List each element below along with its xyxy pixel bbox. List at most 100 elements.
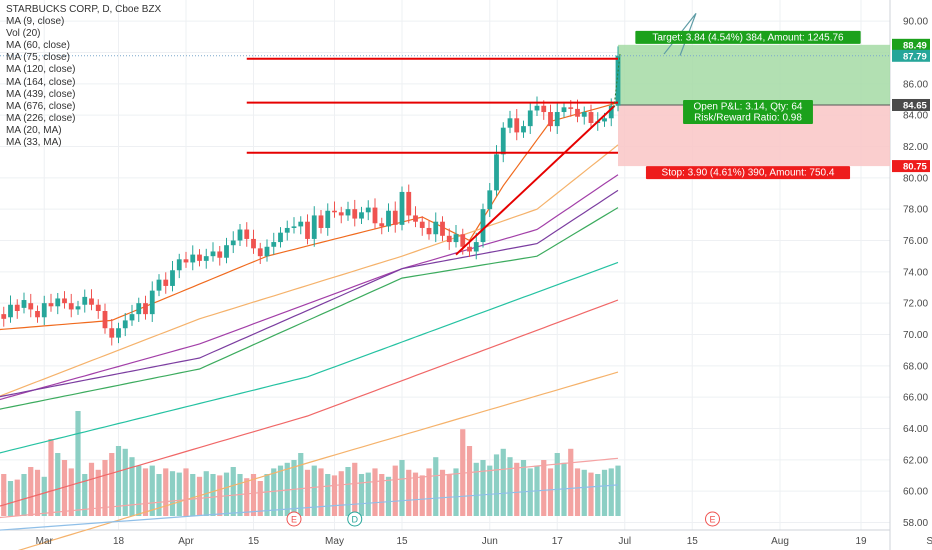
volume-bar xyxy=(325,474,331,516)
candle-body xyxy=(170,270,175,286)
candle-body xyxy=(548,112,553,127)
legend-item[interactable]: MA (9, close) xyxy=(6,16,65,28)
legend-item[interactable]: MA (75, close) xyxy=(6,52,70,64)
volume-bar xyxy=(244,478,250,516)
candle-body xyxy=(14,304,20,311)
price-tick-label: 78.00 xyxy=(903,205,928,216)
volume-bar xyxy=(7,481,14,516)
candle-body xyxy=(318,215,324,228)
legend-item[interactable]: MA (33, MA) xyxy=(6,137,62,149)
event-marker xyxy=(705,511,720,527)
price-tick-label: 82.00 xyxy=(903,142,928,153)
ma-line xyxy=(0,457,619,519)
candle-body xyxy=(291,226,297,228)
volume-bar xyxy=(284,462,290,516)
drawings[interactable] xyxy=(0,12,890,256)
volume-bar xyxy=(122,448,128,516)
volume-bar xyxy=(196,476,203,516)
candle-body xyxy=(102,311,108,329)
candle-body xyxy=(264,246,270,257)
candle-body xyxy=(55,298,61,307)
volume-bar xyxy=(41,476,47,516)
price-tick-label: 66.00 xyxy=(903,393,928,404)
ma-line xyxy=(0,189,619,398)
candle-body xyxy=(480,209,486,243)
candle-body xyxy=(325,210,331,228)
pnl-label-text: Open P&L: 3.14, Qty: 64 xyxy=(694,101,803,112)
volume-bar xyxy=(399,460,405,516)
legend-item[interactable]: MA (164, close) xyxy=(6,76,76,88)
price-tag-label: 88.49 xyxy=(903,40,927,51)
candle-body xyxy=(278,232,283,243)
legend-item[interactable]: MA (439, close) xyxy=(6,88,76,100)
volume-bar xyxy=(88,462,95,516)
position-labels: Target: 3.84 (4.54%) 384, Amount: 1245.7… xyxy=(635,30,861,180)
price-tag-label: 80.75 xyxy=(903,162,927,173)
candle-body xyxy=(615,55,621,106)
price-tick-label: 84.00 xyxy=(903,111,928,122)
time-tick-label: May xyxy=(325,536,344,547)
price-tick-label: 90.00 xyxy=(903,17,928,28)
target-zone xyxy=(618,44,890,105)
volume-bar xyxy=(169,471,176,516)
volume-bar xyxy=(574,468,581,516)
volume-bar xyxy=(338,471,344,516)
volume-bar xyxy=(156,474,162,516)
candle-body xyxy=(8,304,13,318)
volume-bar xyxy=(257,481,263,516)
volume-bar xyxy=(176,472,182,516)
pnl-label-text: Risk/Reward Ratio: 0.98 xyxy=(694,112,802,123)
candle-body xyxy=(534,105,540,111)
candle-body xyxy=(419,221,425,228)
volume-bar xyxy=(298,453,304,516)
volume-bar xyxy=(217,475,223,516)
volume-bar xyxy=(500,448,506,516)
candle-body xyxy=(210,251,216,257)
ma-line xyxy=(17,371,619,550)
price-tag xyxy=(892,49,930,62)
time-tick-label: 19 xyxy=(855,536,867,547)
price-axis[interactable]: 56.0058.0060.0062.0064.0066.0068.0070.00… xyxy=(891,0,932,550)
candle-body xyxy=(298,221,304,227)
candle-body xyxy=(203,256,209,261)
volume-bar xyxy=(446,474,452,516)
volume-bar xyxy=(358,474,365,516)
candle-body xyxy=(251,238,256,249)
candle-body xyxy=(338,212,344,216)
volume-bar xyxy=(1,474,7,516)
candle-body xyxy=(527,110,533,127)
volume-bar xyxy=(541,460,547,516)
time-axis[interactable]: Mar 18 Apr 15 May 15 Jun 17 Jul 15 Aug 19 Sep xyxy=(36,536,932,547)
volume-bar xyxy=(406,469,412,516)
candle-body xyxy=(568,107,574,109)
legend-item[interactable]: MA (20, MA) xyxy=(6,124,62,136)
legend-item[interactable]: MA (226, close) xyxy=(6,112,76,124)
volume-bar xyxy=(466,446,473,516)
candle-body xyxy=(446,235,452,243)
legend-item[interactable]: MA (60, close) xyxy=(6,40,70,52)
candle-body xyxy=(21,300,27,308)
candle-body xyxy=(514,118,520,133)
volume-bar xyxy=(61,460,68,516)
price-tag xyxy=(892,38,930,51)
price-tick-label: 86.00 xyxy=(903,79,928,90)
candle-body xyxy=(507,118,513,128)
volume-bar xyxy=(55,453,61,516)
volume-bar xyxy=(264,474,270,516)
volume-bar xyxy=(588,472,594,516)
legend-item[interactable]: Vol (20) xyxy=(6,28,41,40)
price-tick-label: 70.00 xyxy=(903,330,928,341)
candle-body xyxy=(406,191,412,216)
volume-bar xyxy=(14,479,20,516)
candle-body xyxy=(372,207,378,224)
chart-title[interactable]: STARBUCKS CORP, D, Cboe BZX xyxy=(6,4,162,15)
price-tag-label: 87.79 xyxy=(903,51,927,62)
target-label-text: Target: 3.84 (4.54%) 384, Amount: 1245.7… xyxy=(652,32,844,43)
time-tick-label: Mar xyxy=(36,536,54,547)
legend-item[interactable]: MA (676, close) xyxy=(6,100,76,112)
legend-item[interactable]: MA (120, close) xyxy=(6,64,76,76)
volume-bar xyxy=(460,429,466,516)
time-tick-label: Sep xyxy=(926,536,932,547)
